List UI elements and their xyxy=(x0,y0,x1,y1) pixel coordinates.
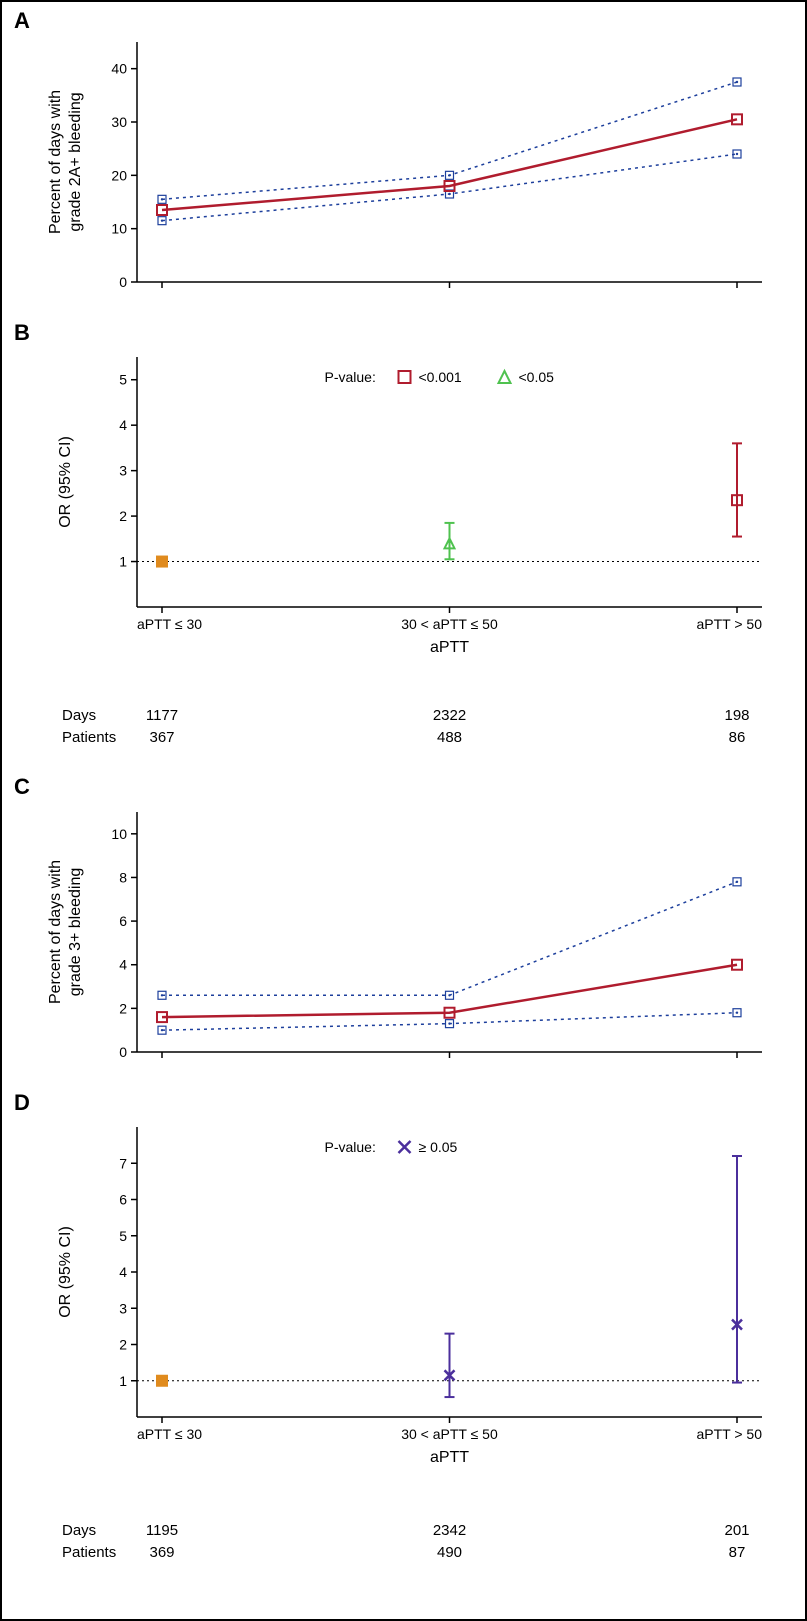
svg-text:20: 20 xyxy=(111,167,127,183)
panel-d-chart: 1 2 3 4 5 6 7 OR (95% CI) P-value: ≥ 0.05 aPTT ≤ 3… xyxy=(42,1117,782,1477)
svg-text:≥ 0.05: ≥ 0.05 xyxy=(419,1139,458,1155)
panel-b-table: Days 1177 2322 198 Patients 367 488 86 xyxy=(42,702,782,762)
svg-text:<0.001: <0.001 xyxy=(419,369,462,385)
svg-text:Days: Days xyxy=(62,1522,96,1539)
svg-text:0: 0 xyxy=(119,1044,127,1060)
svg-text:4: 4 xyxy=(119,417,127,433)
figure-container: A 010203040Percent of days withgrade 2A+… xyxy=(0,0,807,1621)
svg-text:3: 3 xyxy=(119,1300,127,1316)
svg-text:87: 87 xyxy=(729,1544,746,1561)
svg-text:30 < aPTT ≤ 50: 30 < aPTT ≤ 50 xyxy=(401,616,498,632)
svg-text:488: 488 xyxy=(437,729,462,746)
svg-text:OR (95% CI): OR (95% CI) xyxy=(57,436,74,528)
svg-text:4: 4 xyxy=(119,1264,127,1280)
svg-text:8: 8 xyxy=(119,869,127,885)
svg-text:2: 2 xyxy=(119,508,127,524)
svg-text:Patients: Patients xyxy=(62,1544,116,1561)
svg-text:Percent of days with: Percent of days with xyxy=(47,860,64,1004)
svg-text:369: 369 xyxy=(149,1544,174,1561)
svg-text:aPTT: aPTT xyxy=(430,639,469,656)
panel-b-chart: 1 2 3 4 5 OR (95% CI) P-value: <0.001 <0.05 aPTT … xyxy=(42,347,782,667)
svg-text:6: 6 xyxy=(119,913,127,929)
svg-text:aPTT > 50: aPTT > 50 xyxy=(696,1426,762,1442)
svg-text:P-value:: P-value: xyxy=(325,369,376,385)
svg-text:10: 10 xyxy=(111,221,127,237)
svg-text:2: 2 xyxy=(119,1337,127,1353)
svg-text:aPTT > 50: aPTT > 50 xyxy=(696,616,762,632)
svg-text:7: 7 xyxy=(119,1155,127,1171)
svg-text:5: 5 xyxy=(119,1228,127,1244)
svg-text:aPTT ≤ 30: aPTT ≤ 30 xyxy=(137,1426,202,1442)
svg-text:Percent of days with: Percent of days with xyxy=(47,90,64,234)
svg-text:OR (95% CI): OR (95% CI) xyxy=(57,1226,74,1318)
svg-text:6: 6 xyxy=(119,1192,127,1208)
panel-label-b: B xyxy=(14,320,30,346)
svg-text:grade 2A+ bleeding: grade 2A+ bleeding xyxy=(67,92,84,231)
svg-text:1177: 1177 xyxy=(146,707,178,724)
svg-text:4: 4 xyxy=(119,957,127,973)
svg-text:Days: Days xyxy=(62,707,96,724)
panel-label-a: A xyxy=(14,8,30,34)
svg-text:2: 2 xyxy=(119,1000,127,1016)
svg-text:201: 201 xyxy=(724,1522,749,1539)
svg-text:1: 1 xyxy=(119,1373,127,1389)
svg-text:1: 1 xyxy=(119,554,127,570)
svg-text:30 < aPTT ≤ 50: 30 < aPTT ≤ 50 xyxy=(401,1426,498,1442)
svg-text:grade 3+ bleeding: grade 3+ bleeding xyxy=(67,868,84,997)
svg-text:198: 198 xyxy=(724,707,749,724)
svg-text:490: 490 xyxy=(437,1544,462,1561)
svg-text:1195: 1195 xyxy=(146,1522,178,1539)
svg-text:367: 367 xyxy=(149,729,174,746)
svg-text:aPTT: aPTT xyxy=(430,1449,469,1466)
svg-text:2322: 2322 xyxy=(433,707,466,724)
panel-d-table: Days 1195 2342 201 Patients 369 490 87 xyxy=(42,1517,782,1577)
svg-text:5: 5 xyxy=(119,372,127,388)
panel-c-chart: 0 2 4 6 8 10 Percent of days withgrade 3+ blee… xyxy=(42,802,782,1082)
svg-text:10: 10 xyxy=(111,826,127,842)
svg-text:Patients: Patients xyxy=(62,729,116,746)
svg-text:aPTT ≤ 30: aPTT ≤ 30 xyxy=(137,616,202,632)
svg-text:P-value:: P-value: xyxy=(325,1139,376,1155)
svg-text:86: 86 xyxy=(729,729,746,746)
panel-a-chart: 0 10 20 30 40 Percent of days withgrade 2A+ b… xyxy=(42,32,782,312)
svg-text:<0.05: <0.05 xyxy=(519,369,555,385)
svg-text:40: 40 xyxy=(111,61,127,77)
svg-text:3: 3 xyxy=(119,463,127,479)
svg-text:0: 0 xyxy=(119,274,127,290)
panel-label-d: D xyxy=(14,1090,30,1116)
svg-text:2342: 2342 xyxy=(433,1522,466,1539)
panel-label-c: C xyxy=(14,774,30,800)
svg-text:30: 30 xyxy=(111,114,127,130)
